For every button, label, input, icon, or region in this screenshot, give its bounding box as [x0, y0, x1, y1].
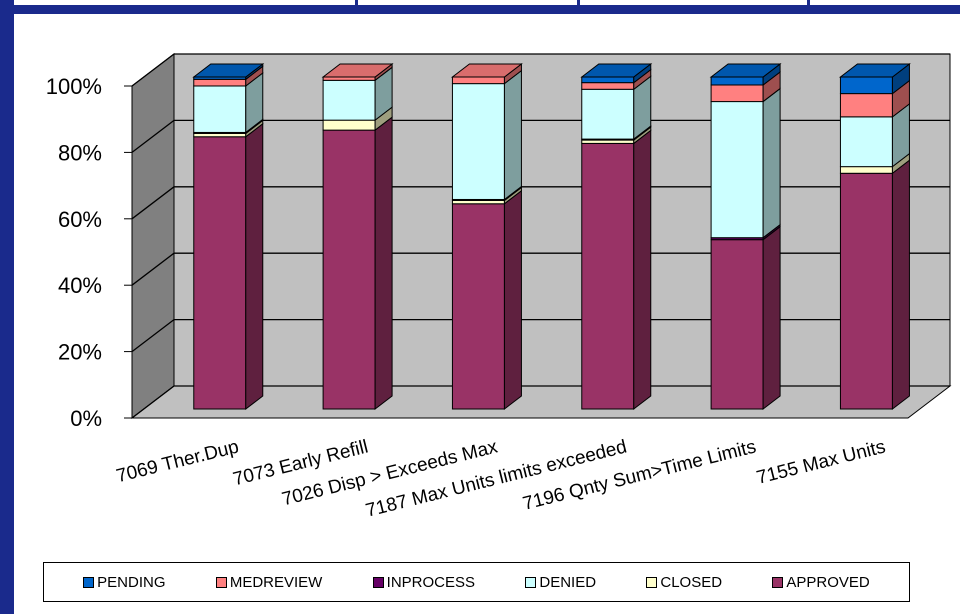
bar-segment [451, 76, 505, 85]
bar-stack [709, 62, 782, 411]
chart-legend: PENDING MEDREVIEW INPROCESS DENIED CLOSED APP… [43, 562, 910, 602]
slide-left-band [0, 0, 14, 614]
bar-segment [451, 83, 505, 200]
bar-segment-side [762, 87, 781, 239]
x-tick-label: 7069 Ther.Dup [114, 436, 241, 487]
legend-swatch [215, 576, 227, 588]
legend-label: INPROCESS [386, 573, 476, 591]
bar-segment [710, 84, 764, 103]
bar-segment [322, 129, 376, 410]
legend-item: DENIED [525, 574, 596, 591]
bar-segment [839, 76, 893, 95]
bar-segment-side [374, 116, 393, 411]
bar-segment-side [762, 225, 781, 411]
legend-label: CLOSED [660, 573, 723, 591]
top-band-cell [358, 0, 577, 5]
gridline [131, 186, 950, 220]
y-tick-label: 100% [46, 74, 102, 99]
bar-segment-side [245, 122, 264, 411]
bar-segment-side [503, 189, 522, 411]
chart-gridlines [131, 53, 950, 419]
legend-swatch [83, 576, 95, 588]
legend-swatch [772, 576, 784, 588]
gridline [131, 252, 950, 286]
x-tick-label: 7155 Max Units [754, 436, 887, 488]
bar-segment [581, 76, 635, 84]
bar-segment [322, 79, 376, 121]
bar-segment [193, 85, 247, 133]
bar-segment [839, 93, 893, 118]
x-tick-label: 7196 Qnty Sum>Time Limits [521, 436, 758, 514]
bar-segment [322, 119, 376, 131]
bar-segment [193, 136, 247, 410]
legend-label: PENDING [97, 573, 166, 591]
legend-item: PENDING [83, 573, 166, 591]
gridline [131, 119, 950, 153]
bar-segment [710, 76, 764, 86]
bar-top-face [709, 63, 782, 78]
bar-stack [838, 62, 911, 411]
y-tick-label: 80% [58, 140, 102, 165]
y-axis-ticks: 0% 20% 40% 60% 80% 100% [46, 74, 132, 431]
bar-segment [581, 88, 635, 140]
top-band-cell [580, 0, 807, 5]
bar-segment [710, 101, 764, 239]
legend-item: INPROCESS [372, 573, 476, 591]
bar-segment [581, 142, 635, 410]
bar-segment-side [633, 129, 652, 411]
bar-stack [450, 62, 523, 411]
legend-item: CLOSED [646, 574, 722, 591]
legend-label: APPROVED [786, 573, 870, 591]
bar-segment [193, 78, 247, 87]
y-tick-label: 40% [58, 273, 102, 298]
bar-segment [839, 172, 893, 410]
top-band-cell [810, 0, 960, 5]
bar-stack [321, 62, 394, 411]
legend-label: MEDREVIEW [229, 573, 323, 591]
legend-swatch [646, 576, 658, 588]
legend-item: APPROVED [772, 573, 870, 591]
bar-top-face [450, 63, 523, 78]
bar-stack [580, 62, 653, 411]
gridline [131, 385, 950, 419]
bar-top-face [580, 63, 653, 78]
bar-segment [710, 239, 764, 410]
bar-segment-side [503, 69, 522, 201]
legend-swatch [372, 576, 384, 588]
slide-top-band [0, 0, 960, 14]
bar-top-face [192, 63, 265, 78]
y-tick-label: 20% [58, 340, 102, 365]
legend-swatch [525, 576, 537, 588]
chart-bars [192, 62, 911, 411]
bar-segment [839, 166, 893, 174]
bar-segment-side [891, 159, 910, 411]
y-tick-label: 0% [70, 406, 102, 431]
gridline [131, 53, 950, 87]
top-band-cell [14, 0, 355, 5]
bar-segment [581, 82, 635, 90]
bar-segment [451, 203, 505, 410]
legend-item: MEDREVIEW [215, 573, 323, 591]
gridline [131, 318, 950, 353]
bar-top-face [321, 63, 394, 78]
bar-stack [192, 62, 265, 411]
side-wall [131, 52, 175, 420]
bar-segment [839, 116, 893, 168]
back-wall [173, 53, 951, 387]
bar-top-face [838, 63, 911, 78]
y-tick-label: 60% [58, 207, 102, 232]
legend-label: DENIED [539, 573, 597, 591]
